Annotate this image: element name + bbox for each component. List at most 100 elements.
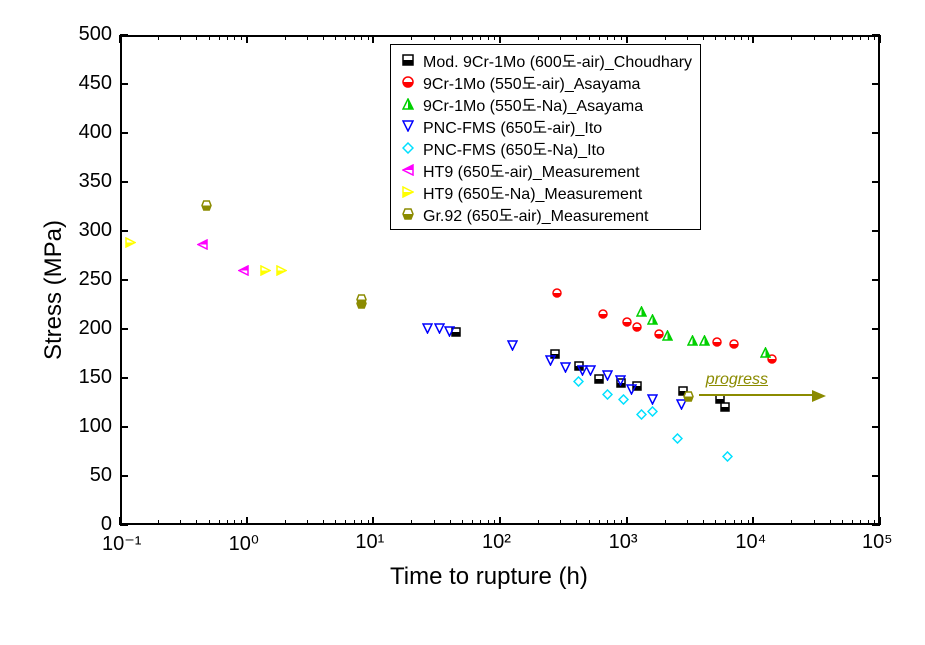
y-tick bbox=[120, 132, 128, 134]
y-tick bbox=[120, 83, 128, 85]
data-point-mod9cr1mo_600_air bbox=[720, 399, 730, 417]
x-minor-tick-top bbox=[621, 35, 622, 40]
x-minor-tick bbox=[599, 520, 600, 525]
x-minor-tick-top bbox=[589, 35, 590, 40]
x-minor-tick-top bbox=[361, 35, 362, 40]
data-point-pnc_fms_650_air bbox=[560, 360, 571, 378]
x-minor-tick-top bbox=[842, 35, 843, 40]
data-point-pnc_fms_650_air bbox=[585, 363, 596, 381]
legend-text: 9Cr-1Mo (550도-air)_Asayama bbox=[423, 70, 640, 94]
data-point-ht9_650_air bbox=[197, 237, 208, 255]
x-minor-tick bbox=[614, 520, 615, 525]
x-minor-tick-top bbox=[703, 35, 704, 40]
y-tick-label: 0 bbox=[101, 513, 112, 536]
x-minor-tick-top bbox=[285, 35, 286, 40]
data-point-ht9_650_na bbox=[260, 263, 271, 281]
x-minor-tick-top bbox=[307, 35, 308, 40]
progress-label: progress bbox=[706, 371, 768, 389]
x-minor-tick-top bbox=[462, 35, 463, 40]
x-minor-tick bbox=[725, 520, 726, 525]
data-point-pnc_fms_650_na bbox=[573, 374, 584, 392]
y-tick-right bbox=[872, 328, 880, 330]
data-point-pnc_fms_650_air bbox=[602, 368, 613, 386]
x-minor-tick-top bbox=[860, 35, 861, 40]
y-tick-label: 350 bbox=[79, 170, 112, 193]
legend-marker-icon bbox=[399, 95, 417, 113]
x-minor-tick bbox=[234, 520, 235, 525]
data-point-ht9_650_na bbox=[276, 263, 287, 281]
x-minor-tick-top bbox=[830, 35, 831, 40]
y-axis-label: Stress (MPa) bbox=[40, 220, 68, 360]
x-minor-tick bbox=[607, 520, 608, 525]
x-minor-tick-top bbox=[687, 35, 688, 40]
x-tick bbox=[499, 517, 501, 525]
x-minor-tick bbox=[285, 520, 286, 525]
x-minor-tick-top bbox=[241, 35, 242, 40]
x-minor-tick-top bbox=[196, 35, 197, 40]
legend-text: PNC-FMS (650도-Na)_Ito bbox=[423, 136, 605, 160]
x-minor-tick bbox=[576, 520, 577, 525]
x-minor-tick bbox=[589, 520, 590, 525]
x-minor-tick bbox=[368, 520, 369, 525]
progress-arrow-head bbox=[812, 389, 826, 407]
data-point-ht9_650_air bbox=[238, 263, 249, 281]
y-tick bbox=[120, 230, 128, 232]
y-tick-label: 500 bbox=[79, 23, 112, 46]
x-minor-tick bbox=[323, 520, 324, 525]
x-minor-tick-top bbox=[227, 35, 228, 40]
x-minor-tick bbox=[830, 520, 831, 525]
x-minor-tick-top bbox=[158, 35, 159, 40]
data-point-gr92_650_air bbox=[201, 198, 212, 216]
x-minor-tick-top bbox=[607, 35, 608, 40]
x-minor-tick-top bbox=[345, 35, 346, 40]
legend: Mod. 9Cr-1Mo (600도-air)_Choudhary9Cr-1Mo… bbox=[390, 44, 701, 230]
data-point-9cr1mo_550_na bbox=[636, 304, 647, 322]
x-minor-tick-top bbox=[560, 35, 561, 40]
y-tick bbox=[120, 524, 128, 526]
data-point-9cr1mo_550_air bbox=[712, 334, 722, 352]
x-minor-tick bbox=[538, 520, 539, 525]
progress-arrow bbox=[699, 394, 814, 396]
x-minor-tick-top bbox=[494, 35, 495, 40]
x-minor-tick bbox=[434, 520, 435, 525]
x-minor-tick-top bbox=[219, 35, 220, 40]
data-point-pnc_fms_650_air bbox=[545, 353, 556, 371]
legend-row-ht9_650_air: HT9 (650도-air)_Measurement bbox=[399, 159, 692, 181]
data-point-9cr1mo_550_na bbox=[687, 333, 698, 351]
legend-row-pnc_fms_650_air: PNC-FMS (650도-air)_Ito bbox=[399, 115, 692, 137]
legend-row-9cr1mo_550_air: 9Cr-1Mo (550도-air)_Asayama bbox=[399, 71, 692, 93]
legend-marker-icon bbox=[399, 183, 417, 201]
x-minor-tick bbox=[814, 520, 815, 525]
x-minor-tick bbox=[687, 520, 688, 525]
y-tick bbox=[120, 328, 128, 330]
data-point-pnc_fms_650_air bbox=[444, 324, 455, 342]
x-minor-tick bbox=[361, 520, 362, 525]
x-minor-tick bbox=[180, 520, 181, 525]
x-minor-tick-top bbox=[868, 35, 869, 40]
x-tick bbox=[372, 517, 374, 525]
x-minor-tick bbox=[621, 520, 622, 525]
legend-marker-icon bbox=[399, 139, 417, 157]
legend-marker-icon bbox=[399, 51, 417, 69]
legend-row-9cr1mo_550_na: 9Cr-1Mo (550도-Na)_Asayama bbox=[399, 93, 692, 115]
x-minor-tick bbox=[791, 520, 792, 525]
legend-text: HT9 (650도-Na)_Measurement bbox=[423, 180, 642, 204]
x-tick-label: 10⁰ bbox=[229, 531, 259, 556]
x-minor-tick-top bbox=[180, 35, 181, 40]
x-minor-tick bbox=[665, 520, 666, 525]
y-tick-right bbox=[872, 83, 880, 85]
x-minor-tick bbox=[868, 520, 869, 525]
data-point-pnc_fms_650_na bbox=[647, 404, 658, 422]
data-point-pnc_fms_650_na bbox=[636, 407, 647, 425]
x-tick bbox=[626, 517, 628, 525]
x-minor-tick bbox=[741, 520, 742, 525]
x-minor-tick bbox=[715, 520, 716, 525]
x-minor-tick bbox=[462, 520, 463, 525]
x-minor-tick-top bbox=[434, 35, 435, 40]
legend-row-pnc_fms_650_na: PNC-FMS (650도-Na)_Ito bbox=[399, 137, 692, 159]
y-tick-label: 100 bbox=[79, 415, 112, 438]
data-point-pnc_fms_650_air bbox=[434, 321, 445, 339]
y-tick-label: 450 bbox=[79, 72, 112, 95]
y-tick bbox=[120, 34, 128, 36]
x-minor-tick bbox=[860, 520, 861, 525]
